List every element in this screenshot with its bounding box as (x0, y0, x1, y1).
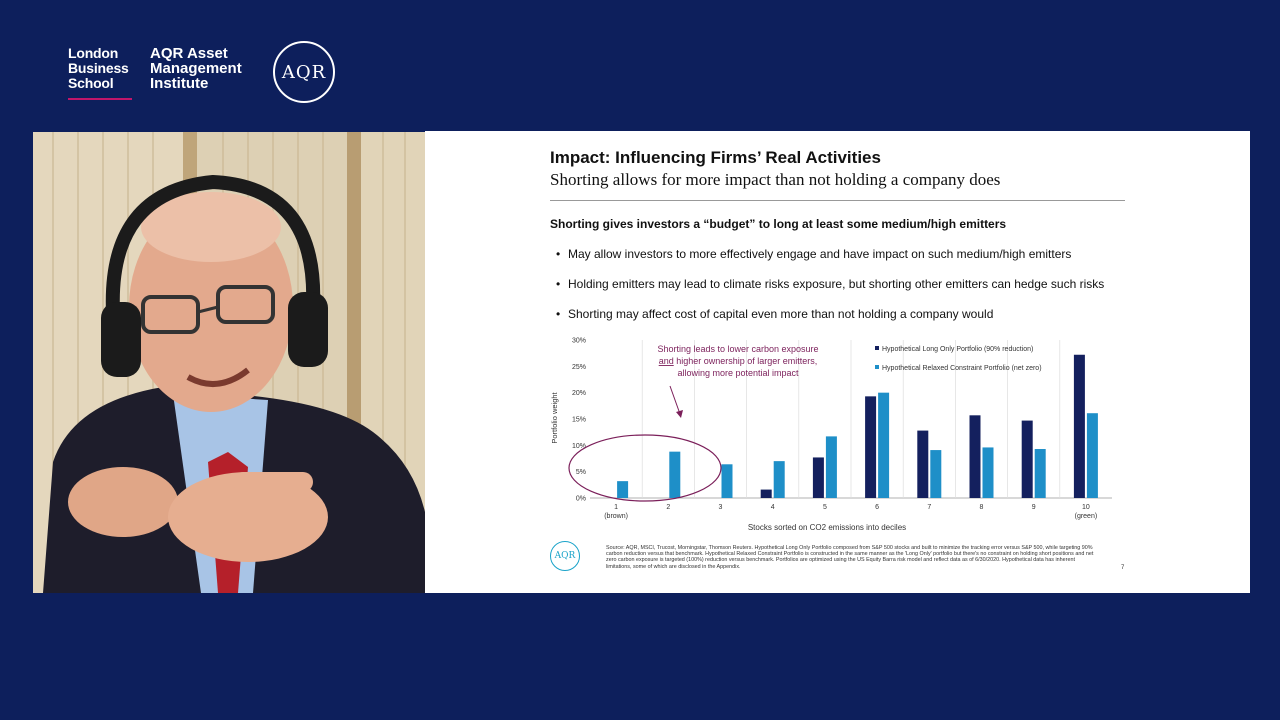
bullet-dot-icon: • (556, 307, 561, 321)
x-tick-label: 8 (980, 504, 984, 511)
slide-title: Impact: Influencing Firms’ Real Activiti… (550, 148, 881, 167)
y-tick-label: 0% (576, 496, 586, 503)
bullet-dot-icon: • (556, 277, 561, 291)
speaker-video-frame (33, 132, 425, 593)
x-tick-sublabel: (brown) (604, 513, 628, 520)
y-tick-label: 25% (572, 364, 586, 371)
bullet-item: • Shorting may affect cost of capital eve… (556, 307, 993, 321)
annotation-line-3: allowing more potential impact (677, 368, 799, 378)
portfolio-weight-bar-chart: 0% 5% 10% 15% 20% 25% 30% 1 (brown) 2 3 4 5 6 7 8 9 10 (gr… (550, 338, 1112, 532)
lbs-accent-line (68, 98, 132, 100)
lbs-line-3: School (68, 75, 114, 91)
aqr-footer-logo: AQR (550, 541, 580, 571)
bullet-text: Holding emitters may lead to climate ris… (568, 277, 1105, 291)
bar-long-only (917, 430, 929, 498)
bullet-text: May allow investors to more effectively … (568, 247, 1072, 261)
bar-long-only (1021, 420, 1033, 498)
legend-swatch-long-only (875, 346, 879, 350)
speaker-video (33, 132, 425, 593)
london-business-school-logo: London Business School (68, 46, 129, 91)
slide-heading: Shorting gives investors a “budget” to l… (550, 217, 1007, 231)
x-tick-label: 2 (666, 504, 670, 511)
x-tick-label: 6 (875, 504, 879, 511)
aqr-circle-logo: AQR (273, 41, 335, 103)
bar-relaxed-constraint (1034, 449, 1046, 498)
bar-relaxed-constraint (930, 450, 942, 498)
x-tick-label: 3 (719, 504, 723, 511)
slide-subtitle: Shorting allows for more impact than not… (550, 170, 1001, 189)
bar-long-only (865, 396, 877, 498)
y-axis-label: Portfolio weight (550, 391, 559, 443)
presentation-slide: Impact: Influencing Firms’ Real Activiti… (425, 131, 1250, 593)
bar-relaxed-constraint (669, 451, 681, 498)
aqr-line-2: Management (150, 60, 242, 77)
x-tick-sublabel: (green) (1075, 513, 1098, 520)
annotation-arrow (669, 385, 681, 415)
bar-relaxed-constraint (721, 464, 733, 498)
bullet-dot-icon: • (556, 247, 561, 261)
y-tick-label: 20% (572, 390, 586, 397)
x-tick-label: 7 (927, 504, 931, 511)
title-divider (550, 200, 1125, 201)
x-tick-label: 1 (614, 504, 618, 511)
bullet-item: • Holding emitters may lead to climate ri… (556, 277, 1104, 291)
page-number: 7 (1121, 565, 1125, 571)
annotation-arrowhead-icon (676, 410, 683, 418)
lbs-line-2: Business (68, 60, 129, 76)
bar-relaxed-constraint (773, 461, 785, 498)
bullet-item: • May allow investors to more effectively… (556, 247, 1071, 261)
y-tick-label: 5% (576, 469, 586, 476)
bar-relaxed-constraint (617, 481, 629, 498)
source-note: Source: AQR, MSCI, Trucost, Morningstar,… (606, 545, 1094, 570)
x-tick-label: 4 (771, 504, 775, 511)
annotation-line-1: Shorting leads to lower carbon exposure (657, 344, 818, 354)
legend-label-long-only: Hypothetical Long Only Portfolio (90% re… (882, 346, 1033, 353)
x-tick-label: 5 (823, 504, 827, 511)
aqr-line-3: Institute (150, 75, 209, 92)
bar-relaxed-constraint (1086, 413, 1098, 498)
annotation-line-2-rest: higher ownership of larger emitters, (674, 356, 818, 366)
bar-relaxed-constraint (982, 447, 994, 498)
x-axis-label: Stocks sorted on CO2 emissions into deci… (748, 523, 906, 532)
y-tick-label: 10% (572, 443, 586, 450)
annotation-line-2: and higher ownership of larger emitters, (659, 356, 818, 366)
bar-relaxed-constraint (825, 436, 837, 498)
shorting-highlight-ellipse (568, 434, 722, 502)
legend-swatch-relaxed (875, 365, 879, 369)
lbs-line-1: London (68, 45, 119, 61)
bar-long-only (1073, 354, 1085, 498)
bar-relaxed-constraint (878, 392, 890, 498)
x-tick-label: 10 (1082, 504, 1090, 511)
annotation-and: and (659, 356, 674, 366)
bullet-text: Shorting may affect cost of capital even… (568, 307, 994, 321)
bar-long-only (969, 415, 981, 498)
bar-long-only (760, 489, 772, 498)
aqr-institute-logo: AQR Asset Management Institute (150, 46, 242, 91)
y-tick-label: 30% (572, 338, 586, 345)
aqr-line-1: AQR Asset (150, 45, 228, 62)
y-tick-label: 15% (572, 417, 586, 424)
legend-label-relaxed: Hypothetical Relaxed Constraint Portfoli… (882, 365, 1042, 372)
x-tick-label: 9 (1032, 504, 1036, 511)
bar-long-only (812, 457, 824, 498)
